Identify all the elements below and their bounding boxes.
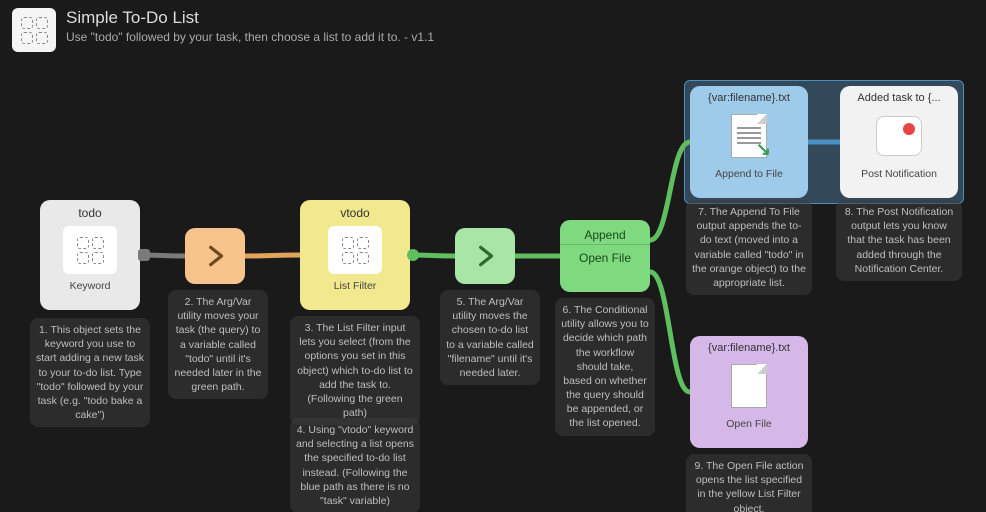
- node-cond[interactable]: Append Open File: [560, 220, 650, 292]
- description-d6: 6. The Conditional utility allows you to…: [555, 298, 655, 436]
- workflow-header: Simple To-Do List Use "todo" followed by…: [0, 0, 986, 60]
- port: [138, 249, 150, 261]
- connections: [0, 60, 986, 512]
- keyword-grid-icon: [63, 226, 117, 274]
- node-title: {var:filename}.txt: [690, 86, 808, 106]
- description-d3: 3. The List Filter input lets you select…: [290, 316, 420, 425]
- node-caption: Open File: [690, 416, 808, 436]
- cond-option-append[interactable]: Append: [560, 220, 650, 245]
- description-d8: 8. The Post Notification output lets you…: [836, 200, 962, 281]
- node-listfilter[interactable]: vtodo List Filter: [300, 200, 410, 310]
- node-argvar2[interactable]: [455, 228, 515, 284]
- chevron-icon: [467, 238, 503, 274]
- node-keyword[interactable]: todo Keyword: [40, 200, 140, 310]
- node-argvar1[interactable]: [185, 228, 245, 284]
- workflow-canvas[interactable]: todo Keyword vtodo List Filter Append Op…: [0, 60, 986, 512]
- description-d7: 7. The Append To File output appends the…: [686, 200, 812, 295]
- description-d2: 2. The Arg/Var utility moves your task (…: [168, 290, 268, 399]
- node-title: Added task to {...: [840, 86, 958, 106]
- node-append[interactable]: {var:filename}.txt ↘ Append to File: [690, 86, 808, 198]
- node-notif[interactable]: Added task to {... Post Notification: [840, 86, 958, 198]
- cond-option-openfile[interactable]: Open File: [560, 245, 650, 273]
- node-title: todo: [40, 200, 140, 222]
- node-title: {var:filename}.txt: [690, 336, 808, 356]
- node-open[interactable]: {var:filename}.txt Open File: [690, 336, 808, 448]
- description-d1: 1. This object sets the keyword you use …: [30, 318, 150, 427]
- open-file-icon: [731, 364, 767, 408]
- node-caption: Post Notification: [840, 166, 958, 186]
- node-caption: Append to File: [690, 166, 808, 186]
- node-caption: List Filter: [300, 278, 410, 298]
- chevron-icon: [197, 238, 233, 274]
- description-d5: 5. The Arg/Var utility moves the chosen …: [440, 290, 540, 385]
- node-title: vtodo: [300, 200, 410, 222]
- workflow-subtitle: Use "todo" followed by your task, then c…: [66, 30, 434, 44]
- append-file-icon: ↘: [731, 114, 767, 158]
- description-d4: 4. Using "vtodo" keyword and selecting a…: [290, 418, 420, 512]
- workflow-title: Simple To-Do List: [66, 8, 434, 28]
- description-d9: 9. The Open File action opens the list s…: [686, 454, 812, 512]
- node-caption: Keyword: [40, 278, 140, 298]
- notification-icon: [876, 116, 922, 156]
- port: [407, 249, 419, 261]
- listfilter-grid-icon: [328, 226, 382, 274]
- workflow-icon: [12, 8, 56, 52]
